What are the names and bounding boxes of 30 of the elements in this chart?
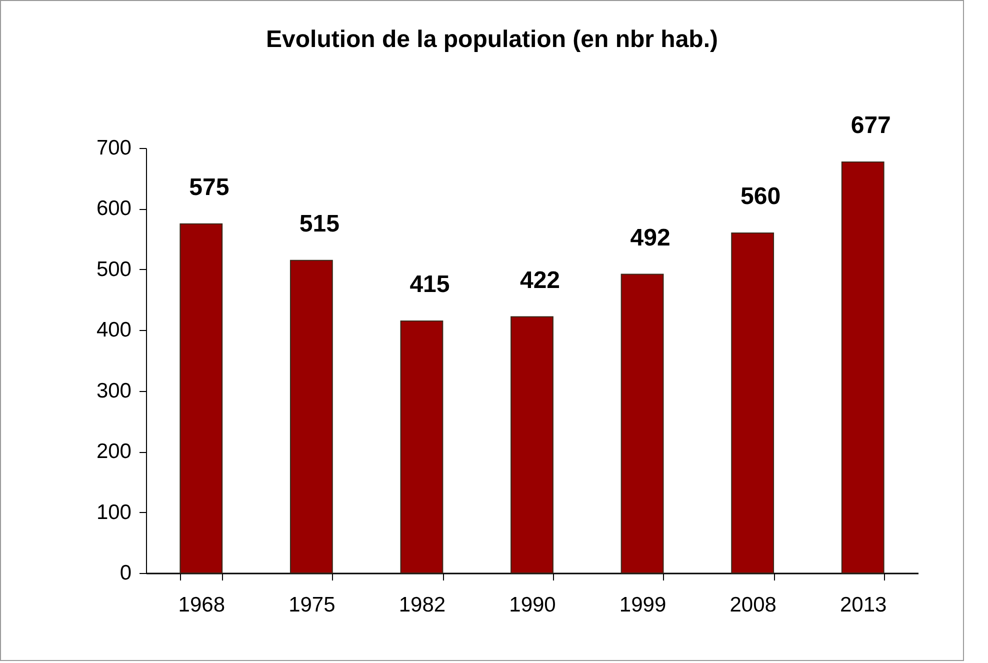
data-label: 515 [299,210,340,238]
data-label: 560 [740,183,781,210]
x-tick-label: 1999 [619,594,666,616]
y-tick-label: 300 [96,379,132,402]
data-label: 415 [410,271,450,298]
bar [180,223,223,574]
data-label: 492 [630,224,670,252]
x-tick-label: 1990 [509,594,556,616]
y-tick-label: 400 [96,318,132,342]
y-tick-label: 600 [96,197,132,220]
bar [510,316,554,574]
x-tick-label: 2013 [840,594,887,616]
bar [620,274,664,574]
x-tick-label: 1975 [288,594,336,616]
x-tick-label: 2008 [730,594,776,616]
bar [841,161,884,574]
bar [400,320,444,574]
y-tick-label: 100 [96,500,132,524]
bar [731,232,774,574]
data-label: 677 [850,112,891,139]
y-tick-label: 200 [96,440,132,464]
data-label: 575 [189,174,230,201]
data-label: 422 [520,266,560,294]
y-tick-label: 500 [96,258,132,281]
y-tick-label: 700 [96,136,132,160]
bar [290,260,333,574]
y-tick-label: 0 [120,562,132,584]
x-tick-label: 1982 [398,594,446,616]
x-tick-label: 1968 [178,594,225,616]
chart-title: Evolution de la population (en nbr hab.) [266,26,718,53]
